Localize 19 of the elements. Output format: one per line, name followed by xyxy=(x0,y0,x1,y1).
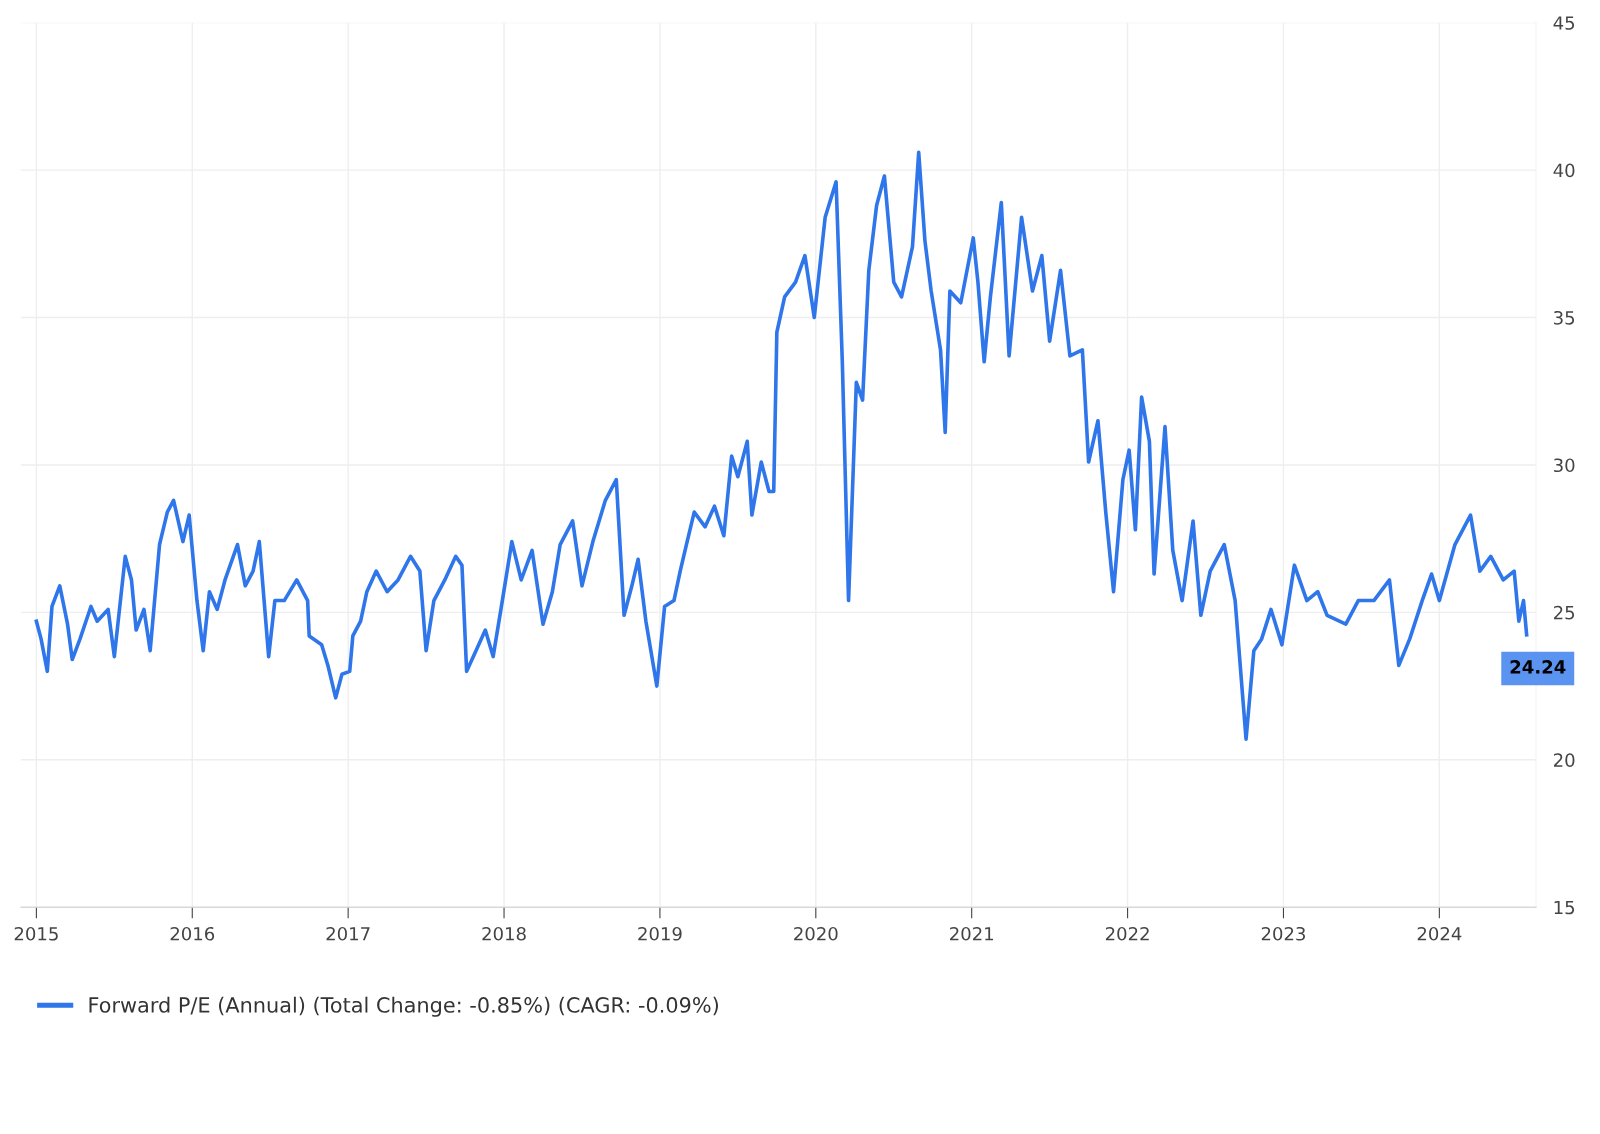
y-tick-label: 25 xyxy=(1553,605,1575,620)
x-tick-label: 2019 xyxy=(638,926,682,941)
x-tick-label: 2018 xyxy=(482,926,526,941)
x-tick-label: 2022 xyxy=(1105,926,1149,941)
x-tick-label: 2023 xyxy=(1261,926,1305,941)
x-tick-label: 2017 xyxy=(326,926,370,941)
x-tick-label: 2016 xyxy=(170,926,215,941)
y-tick-label: 15 xyxy=(1554,900,1575,915)
legend-label: Forward P/E (Annual) (Total Change: -0.85%) (CAGR: -0.09%) xyxy=(89,996,718,1017)
annotation: 24.24 xyxy=(1510,660,1566,674)
x-tick-label: 2021 xyxy=(950,926,993,941)
x-tick-label: 2024 xyxy=(1417,926,1462,941)
x-tick-label: 2015 xyxy=(14,926,58,941)
y-tick-label: 35 xyxy=(1554,310,1575,325)
y-tick-label: 45 xyxy=(1553,16,1575,30)
y-tick-label: 20 xyxy=(1553,753,1575,767)
y-tick-label: 30 xyxy=(1554,458,1575,473)
y-tick-label: 40 xyxy=(1553,163,1575,178)
x-tick-label: 2020 xyxy=(794,926,838,941)
